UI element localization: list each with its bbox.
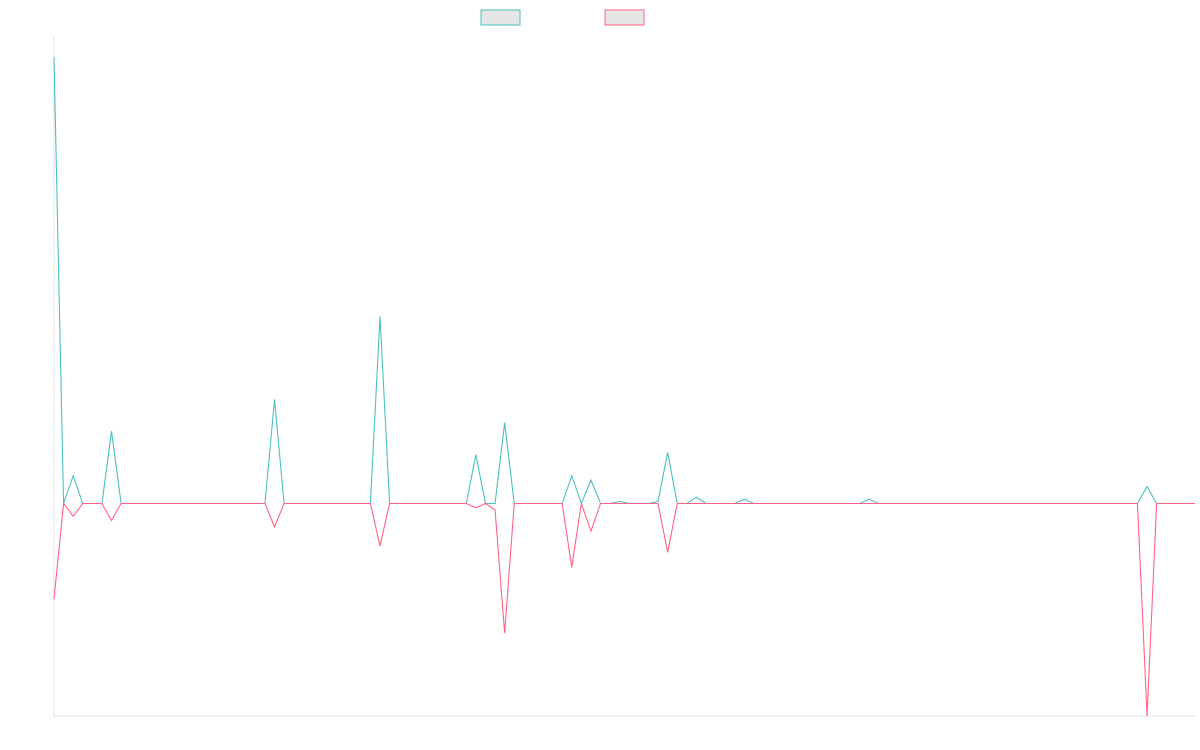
axes xyxy=(53,36,1195,717)
legend xyxy=(480,9,645,26)
legend-swatch-2[interactable] xyxy=(604,9,645,26)
series-line-1 xyxy=(53,57,1195,506)
series-layer xyxy=(53,57,1195,717)
series-line-2 xyxy=(53,502,1195,717)
legend-swatch-1[interactable] xyxy=(480,9,521,26)
